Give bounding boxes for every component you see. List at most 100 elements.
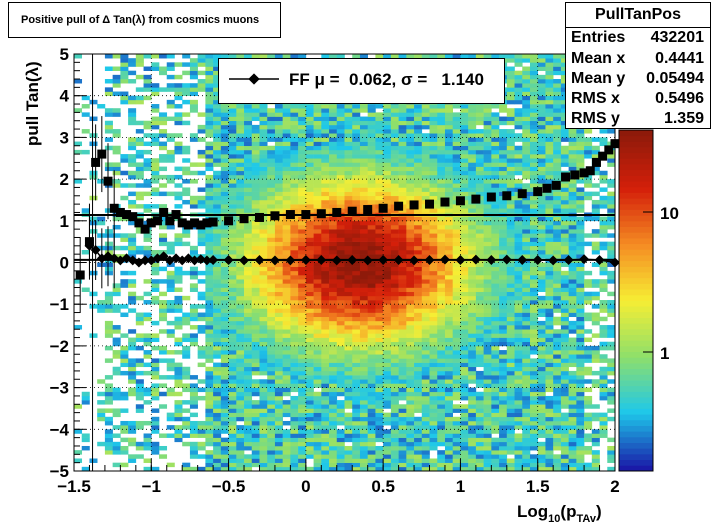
heatmap-cell [236,149,245,155]
heatmap-cell [375,170,384,176]
heatmap-cell [483,408,492,413]
heatmap-cell [375,195,384,201]
heatmap-cell [189,375,198,380]
heatmap-cell [437,254,446,259]
heatmap-cell [104,437,113,443]
heatmap-cell [522,266,531,272]
heatmap-cell [274,366,283,372]
heatmap-cell [274,295,283,301]
heatmap-cell [383,366,392,372]
heatmap-cell [514,229,523,234]
heatmap-cell [414,404,423,409]
heatmap-cell [128,199,137,205]
heatmap-cell [390,154,399,159]
heatmap-cell [159,154,168,159]
heatmap-cell [298,341,307,347]
heatmap-cell [452,391,461,397]
heatmap-cell [406,291,415,297]
heatmap-cell [491,333,500,338]
heatmap-cell [522,404,531,409]
heatmap-cell [321,174,330,180]
heatmap-cell [352,199,361,205]
heatmap-cell [313,366,322,372]
heatmap-cell [475,316,484,322]
heatmap-cell [375,162,384,167]
heatmap-cell [468,54,477,59]
heatmap-cell [174,279,183,284]
heatmap-cell [112,308,121,313]
heatmap-cell [460,433,469,438]
heatmap-cell [81,445,90,451]
heatmap-cell [452,208,461,213]
heatmap-cell [483,283,492,288]
heatmap-cell [367,191,376,197]
heatmap-cell [205,420,214,426]
heatmap-cell [414,287,423,292]
heatmap-cell [259,162,268,167]
heatmap-cell [452,241,461,247]
heatmap-cell [421,124,430,130]
heatmap-cell [321,108,330,113]
heatmap-cell [514,279,523,284]
heatmap-cell [359,133,368,138]
heatmap-cell [421,275,430,280]
heatmap-cell [321,241,330,247]
heatmap-cell [189,195,198,201]
heatmap-cell [483,275,492,280]
heatmap-cell [213,158,222,163]
heatmap-cell [305,124,314,130]
heatmap-cell [213,354,222,359]
heatmap-cell [159,141,168,147]
heatmap-cell [128,279,137,284]
heatmap-cell [267,179,276,184]
heatmap-cell [359,174,368,180]
heatmap-cell [267,370,276,376]
heatmap-cell [321,266,330,272]
heatmap-cell [159,404,168,409]
heatmap-cell [537,320,546,326]
heatmap-cell [236,304,245,309]
heatmap-cell [104,241,113,247]
heatmap-cell [537,450,546,455]
heatmap-cell [112,108,121,113]
heatmap-cell [460,287,469,292]
heatmap-cell [537,404,546,409]
heatmap-cell [236,300,245,305]
heatmap-cell [282,304,291,309]
heatmap-cell [282,195,291,201]
heatmap-cell [499,408,508,413]
heatmap-cell [290,179,299,184]
heatmap-cell [274,158,283,163]
heatmap-cell [244,262,253,267]
heatmap-cell [259,283,268,288]
heatmap-cell [120,450,129,455]
heatmap-cell [499,400,508,405]
heatmap-cell [220,137,229,142]
heatmap-cell [74,79,83,84]
heatmap-cell [236,104,245,109]
heatmap-cell [97,416,106,422]
heatmap-cell [329,437,338,443]
heatmap-cell [529,325,539,330]
heatmap-cell [344,362,353,368]
heatmap-cell [499,108,508,113]
heatmap-cell [228,283,237,288]
heatmap-cell [205,120,214,126]
heatmap-cell [197,316,206,322]
heatmap-cell [437,295,446,301]
heatmap-cell [251,179,260,184]
heatmap-cell [475,220,484,226]
heatmap-cell [437,466,446,472]
heatmap-cell [166,320,175,326]
heatmap-cell [344,337,353,343]
heatmap-cell [406,416,415,422]
heatmap-cell [529,316,539,322]
heatmap-cell [359,295,368,301]
heatmap-cell [359,325,368,330]
heatmap-cell [282,308,291,313]
heatmap-cell [205,391,214,397]
heatmap-cell [151,204,160,209]
heatmap-cell [213,429,222,434]
heatmap-cell [112,354,121,359]
heatmap-cell [398,279,407,284]
